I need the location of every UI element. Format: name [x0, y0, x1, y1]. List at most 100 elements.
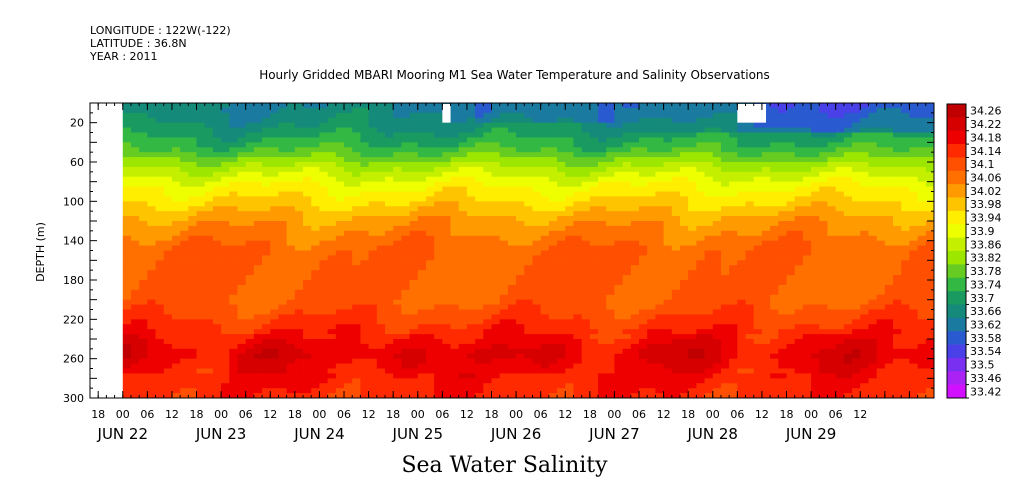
heatmap-cell: [630, 383, 640, 389]
heatmap-cell: [729, 383, 738, 389]
heatmap-cell: [286, 329, 296, 335]
heatmap-cell: [770, 284, 779, 291]
heatmap-cell: [163, 176, 173, 183]
heatmap-cell: [130, 176, 140, 183]
heatmap-cell: [671, 343, 681, 350]
heatmap-cell: [401, 142, 410, 148]
heatmap-cell: [557, 127, 566, 133]
heatmap-cell: [720, 107, 730, 114]
heatmap-cell: [409, 122, 419, 128]
heatmap-cell: [180, 284, 189, 291]
heatmap-cell: [409, 147, 419, 153]
heatmap-cell: [196, 324, 206, 330]
heatmap-cell: [696, 289, 705, 296]
heatmap-cell: [335, 181, 345, 187]
heatmap-cell: [171, 294, 181, 301]
heatmap-cell: [237, 157, 247, 163]
heatmap-cell: [491, 142, 501, 148]
heatmap-cell: [679, 339, 689, 345]
heatmap-cell: [171, 368, 181, 374]
heatmap-cell: [425, 393, 435, 399]
heatmap-cell: [352, 324, 361, 330]
heatmap-cell: [745, 147, 755, 153]
heatmap-cell: [606, 166, 615, 173]
heatmap-cell: [507, 245, 517, 251]
heatmap-cell: [630, 117, 640, 124]
heatmap-cell: [606, 314, 615, 320]
heatmap-cell: [434, 186, 443, 192]
heatmap-cell: [745, 206, 755, 212]
heatmap-cell: [720, 348, 730, 355]
heatmap-cell: [475, 176, 484, 183]
heatmap-cell: [171, 103, 181, 109]
heatmap-cell: [163, 304, 173, 310]
heatmap-cell: [409, 363, 419, 369]
heatmap-cell: [622, 171, 632, 178]
heatmap-cell: [204, 324, 214, 330]
heatmap-cell: [311, 343, 320, 350]
heatmap-cell: [450, 166, 460, 173]
heatmap-cell: [327, 339, 337, 345]
heatmap-cell: [737, 314, 746, 320]
heatmap-cell: [557, 314, 566, 320]
heatmap-cell: [491, 314, 501, 320]
heatmap-cell: [229, 358, 238, 364]
heatmap-cell: [319, 353, 329, 360]
heatmap-cell: [630, 368, 640, 374]
heatmap-cell: [647, 378, 656, 384]
heatmap-cell: [794, 162, 804, 168]
heatmap-cell: [401, 245, 410, 251]
heatmap-cell: [401, 211, 410, 217]
heatmap-cell: [802, 137, 812, 143]
heatmap-cell: [417, 265, 427, 271]
heatmap-cell: [221, 284, 230, 291]
heatmap-cell: [393, 358, 402, 364]
heatmap-cell: [712, 157, 722, 163]
heatmap-cell: [548, 368, 558, 374]
heatmap-cell: [671, 107, 681, 114]
heatmap-cell: [745, 294, 755, 301]
heatmap-cell: [442, 329, 451, 335]
heatmap-cell: [335, 255, 345, 261]
heatmap-cell: [450, 191, 460, 197]
heatmap-cell: [532, 265, 542, 271]
heatmap-cell: [532, 334, 542, 340]
heatmap-cell: [548, 294, 558, 301]
heatmap-cell: [139, 378, 148, 384]
heatmap-cell: [303, 117, 312, 124]
heatmap-cell: [262, 211, 271, 217]
heatmap-cell: [368, 216, 378, 222]
heatmap-cell: [532, 343, 542, 350]
heatmap-cell: [278, 250, 288, 256]
heatmap-cell: [507, 132, 517, 138]
heatmap-cell: [376, 201, 386, 207]
heatmap-cell: [573, 181, 583, 187]
heatmap-cell: [401, 107, 410, 114]
heatmap-cell: [163, 314, 173, 320]
heatmap-cell: [745, 221, 755, 227]
heatmap-cell: [696, 368, 705, 374]
heatmap-cell: [679, 358, 689, 364]
heatmap-cell: [532, 329, 542, 335]
heatmap-cell: [237, 250, 247, 256]
heatmap-cell: [458, 373, 468, 379]
heatmap-cell: [770, 275, 779, 281]
heatmap-cell: [204, 255, 214, 261]
heatmap-cell: [303, 122, 312, 128]
heatmap-cell: [196, 353, 206, 360]
heatmap-cell: [278, 225, 288, 232]
heatmap-cell: [704, 373, 714, 379]
heatmap-cell: [393, 206, 402, 212]
heatmap-cell: [499, 176, 509, 183]
heatmap-cell: [720, 201, 730, 207]
heatmap-cell: [409, 152, 419, 158]
heatmap-cell: [589, 393, 599, 399]
heatmap-cell: [704, 245, 714, 251]
heatmap-cell: [639, 304, 648, 310]
heatmap-cell: [532, 176, 542, 183]
heatmap-cell: [688, 191, 697, 197]
heatmap-cell: [565, 157, 574, 163]
heatmap-cell: [573, 304, 583, 310]
heatmap-cell: [729, 289, 738, 296]
heatmap-cell: [262, 280, 271, 286]
